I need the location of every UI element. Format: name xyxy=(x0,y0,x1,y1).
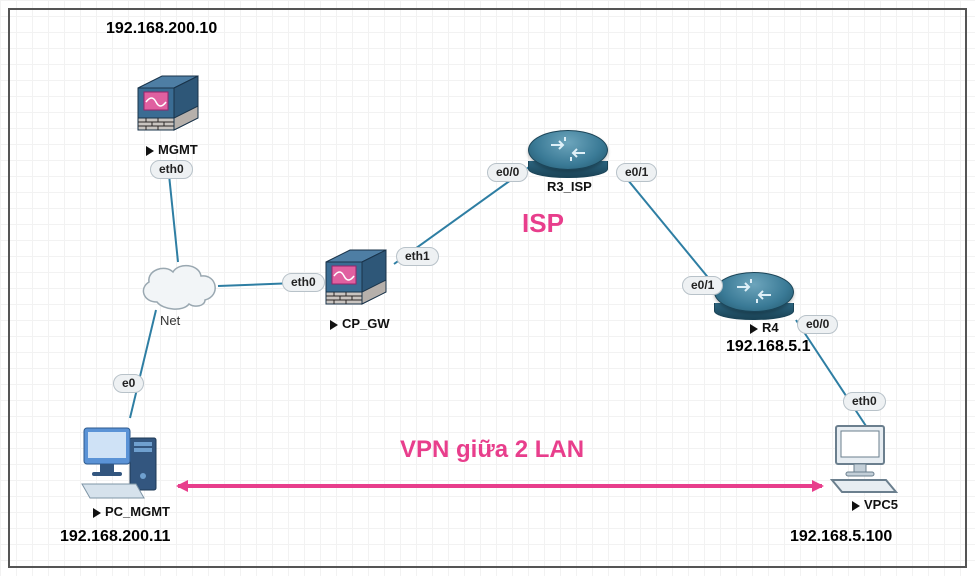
port-label: e0/0 xyxy=(797,315,838,334)
port-label: eth0 xyxy=(150,160,193,179)
label-cp-gw: CP_GW xyxy=(330,316,390,331)
label-text: CP_GW xyxy=(342,316,390,331)
port-label: e0/1 xyxy=(616,163,657,182)
isp-label: ISP xyxy=(522,208,564,239)
node-r4[interactable] xyxy=(714,272,792,320)
node-pc-mgmt[interactable] xyxy=(78,414,168,504)
port-label: eth0 xyxy=(843,392,886,411)
port-label: e0 xyxy=(113,374,144,393)
label-text: PC_MGMT xyxy=(105,504,170,519)
ip-r4: 192.168.5.1 xyxy=(726,338,811,356)
label-mgmt: MGMT xyxy=(146,142,198,157)
ip-vpc5: 192.168.5.100 xyxy=(790,528,892,546)
run-icon xyxy=(330,320,338,330)
label-r4: R4 xyxy=(750,320,779,335)
run-icon xyxy=(146,146,154,156)
label-r3: R3_ISP xyxy=(547,179,592,194)
label-net: Net xyxy=(160,313,180,328)
diagram-canvas: eth0 eth0 eth1 e0/0 e0/1 e0/1 e0/0 eth0 … xyxy=(0,0,975,576)
label-text: R3_ISP xyxy=(547,179,592,194)
port-label: eth0 xyxy=(282,273,325,292)
run-icon xyxy=(750,324,758,334)
run-icon xyxy=(852,501,860,511)
vpn-label: VPN giữa 2 LAN xyxy=(400,436,584,464)
node-r3-isp[interactable] xyxy=(528,130,606,178)
ip-pc: 192.168.200.11 xyxy=(60,528,170,546)
label-text: R4 xyxy=(762,320,779,335)
node-net[interactable] xyxy=(135,258,223,312)
label-pc-mgmt: PC_MGMT xyxy=(93,504,170,519)
port-label: eth1 xyxy=(396,247,439,266)
port-label: e0/1 xyxy=(682,276,723,295)
label-vpc5: VPC5 xyxy=(852,497,898,512)
label-text: VPC5 xyxy=(864,497,898,512)
node-mgmt[interactable] xyxy=(132,70,204,142)
node-vpc5[interactable] xyxy=(826,418,904,496)
run-icon xyxy=(93,508,101,518)
label-text: MGMT xyxy=(158,142,198,157)
node-cp-gw[interactable] xyxy=(320,244,392,316)
port-label: e0/0 xyxy=(487,163,528,182)
ip-mgmt: 192.168.200.10 xyxy=(106,20,217,38)
